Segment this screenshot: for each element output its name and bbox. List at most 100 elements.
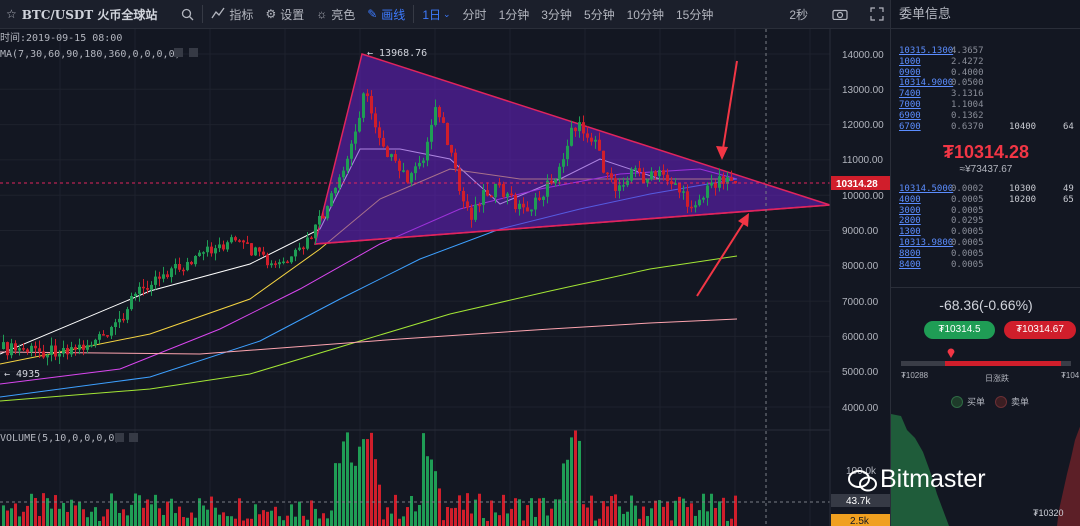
range-bar	[901, 361, 1071, 366]
order-row[interactable]: 7400 3.1316	[891, 89, 1080, 99]
refresh-rate[interactable]: 2秒	[789, 7, 808, 22]
buy-button[interactable]: ₮10314.5	[924, 321, 995, 339]
volume-bar	[370, 432, 373, 526]
volume-bar	[98, 520, 101, 526]
candle-body	[218, 244, 221, 249]
order-row[interactable]: 10314.9000 0.0500	[891, 78, 1080, 88]
candle-body	[542, 196, 545, 200]
volume-bar	[722, 497, 725, 526]
candle-body	[682, 191, 685, 193]
fullscreen-icon[interactable]	[864, 0, 890, 28]
legend-sell-swatch	[995, 395, 1007, 408]
candle-body	[370, 95, 373, 114]
candle-body	[394, 154, 397, 161]
theme-button[interactable]: ☼ 亮色	[310, 0, 361, 28]
volume-bar	[466, 493, 469, 526]
triangle-lower-edge[interactable]	[314, 204, 831, 245]
candle-body	[462, 190, 465, 202]
volume-bar	[270, 510, 273, 526]
candle-body	[122, 318, 125, 321]
candle-body	[570, 127, 573, 146]
volume-bar	[210, 496, 213, 526]
volume-bar	[150, 504, 153, 526]
interval-option[interactable]: 3分钟	[541, 7, 572, 22]
order-row[interactable]: 4000 0.0005 10200 65	[891, 195, 1080, 205]
candle-body	[166, 274, 169, 278]
range-bar-fill	[945, 361, 1061, 366]
order-row[interactable]: 10315.1300 4.3657	[891, 46, 1080, 56]
order-row[interactable]: 8400 0.0005	[891, 260, 1080, 270]
volume-bar	[622, 513, 625, 526]
candle-body	[34, 345, 37, 349]
volume-bar	[730, 518, 733, 526]
interval-dropdown[interactable]: 1日 ⌄	[416, 0, 456, 28]
candle-body	[42, 351, 45, 358]
search-icon[interactable]	[175, 0, 200, 28]
depth-price: ₮10320	[1033, 508, 1064, 518]
order-row[interactable]: 2800 0.0295	[891, 216, 1080, 226]
order-row[interactable]: 6900 0.1362	[891, 111, 1080, 121]
price-axis[interactable]: 14000.00 13000.00 12000.00 11000.00 1000…	[831, 50, 890, 526]
candle-body	[486, 190, 489, 196]
draw-button[interactable]: ✎ 画线	[361, 0, 411, 28]
order-row[interactable]: 7000 1.1004	[891, 100, 1080, 110]
sell-button[interactable]: ₮10314.67	[1004, 321, 1076, 339]
order-row[interactable]: 8800 0.0005	[891, 249, 1080, 259]
interval-option[interactable]: 5分钟	[583, 7, 615, 22]
volume-bar	[50, 508, 53, 526]
interval-option[interactable]: 10分钟	[626, 7, 664, 22]
indicators-button[interactable]: 指标	[205, 0, 259, 28]
candle-body	[118, 318, 121, 323]
order-row[interactable]: 10314.5000 0.0002 10300 49	[891, 184, 1080, 194]
price-chart[interactable]: 时间:2019-09-15 08:00 MA(7,30,60,90,180,36…	[0, 29, 890, 526]
symbol-selector[interactable]: ☆ BTC/USDT 火币全球站	[0, 0, 163, 28]
close-icon[interactable]	[129, 433, 138, 442]
order-total: 64	[1063, 121, 1074, 132]
settings-button[interactable]: ⚙ 设置	[259, 0, 310, 28]
candle-body	[346, 158, 349, 171]
order-row[interactable]: 6700 0.6370 10400 64	[891, 122, 1080, 132]
candle-body	[670, 181, 673, 185]
last-price: ₮10314.28	[942, 142, 1030, 162]
volume-bar	[134, 493, 137, 526]
volume-bar	[198, 498, 201, 526]
candle-body	[702, 197, 705, 200]
candle-body	[458, 168, 461, 191]
candle-body	[374, 113, 377, 128]
eye-icon[interactable]	[115, 433, 124, 442]
volume-bar	[250, 518, 253, 526]
order-price: 6900	[899, 110, 921, 121]
volume-bar	[334, 463, 337, 526]
interval-option[interactable]: 分时	[462, 7, 487, 22]
depth-chart[interactable]: ₮10320	[891, 414, 1080, 526]
volume-bar	[46, 498, 49, 526]
volume-bar	[102, 516, 105, 526]
candle-body	[30, 345, 33, 353]
candle-body	[686, 191, 689, 207]
order-row[interactable]: 10313.9800 0.0005	[891, 238, 1080, 248]
order-row[interactable]: 1300 0.0005	[891, 227, 1080, 237]
candle-body	[502, 184, 505, 197]
star-icon[interactable]: ☆	[6, 7, 17, 21]
candle-body	[658, 170, 661, 177]
candle-body	[694, 205, 697, 208]
range-low: ₮10288	[901, 371, 929, 380]
camera-icon[interactable]	[826, 0, 854, 28]
volume-bar	[70, 499, 73, 526]
interval-option[interactable]: 1分钟	[498, 7, 530, 22]
volume-bar	[154, 494, 157, 526]
candle-body	[478, 204, 481, 207]
candle-body	[522, 203, 525, 208]
candle-body	[526, 207, 529, 212]
order-row[interactable]: 1000 2.4272	[891, 57, 1080, 67]
volume-bar	[330, 510, 333, 526]
close-icon[interactable]	[189, 48, 198, 57]
eye-icon[interactable]	[174, 48, 183, 57]
divider	[891, 287, 1080, 288]
candle-body	[58, 353, 61, 357]
interval-option[interactable]: 15分钟	[675, 7, 714, 22]
volume-bar	[310, 500, 313, 526]
volume-bar	[66, 511, 69, 526]
order-row[interactable]: 3000 0.0005	[891, 206, 1080, 216]
order-row[interactable]: 0900 0.4000	[891, 68, 1080, 78]
